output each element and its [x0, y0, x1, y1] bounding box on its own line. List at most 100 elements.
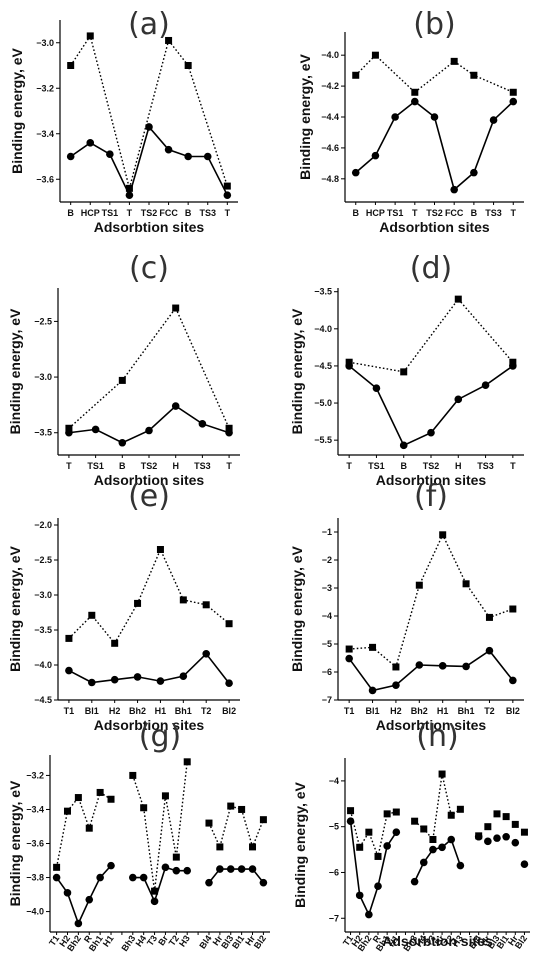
circle-marker	[368, 686, 377, 695]
y-tick-label: −6	[329, 867, 339, 877]
x-tick-label: T	[511, 208, 517, 218]
x-tick-label: Bh1	[175, 706, 192, 716]
series-2-line	[70, 141, 131, 196]
y-tick-label: −3.6	[26, 839, 44, 849]
square-marker	[369, 643, 377, 651]
x-tick-label: T2	[201, 706, 212, 716]
x-tick-label: TS3	[199, 208, 216, 218]
x-tick-label: T1	[47, 933, 61, 947]
square-marker	[511, 820, 519, 828]
series-1-line	[403, 298, 459, 373]
square-marker	[420, 825, 428, 833]
circle-marker	[128, 873, 137, 882]
y-tick-label: −4.0	[314, 324, 332, 334]
x-tick-label: TS3	[477, 461, 494, 471]
y-tick-label: −1	[322, 527, 332, 537]
square-marker	[53, 863, 61, 871]
circle-marker	[74, 919, 83, 928]
circle-marker	[462, 662, 470, 671]
circle-marker	[399, 441, 408, 450]
circle-marker	[485, 646, 494, 655]
circle-marker	[202, 650, 210, 658]
square-marker	[439, 531, 447, 539]
circle-marker	[411, 97, 419, 106]
square-marker	[411, 817, 419, 825]
circle-marker	[346, 817, 355, 825]
series-2-line	[128, 125, 229, 196]
x-axis-title: Adsorbtion sites	[382, 933, 493, 949]
circle-marker	[223, 191, 232, 199]
square-marker	[202, 601, 210, 609]
circle-marker	[392, 681, 400, 689]
x-tick-label: T	[226, 461, 232, 471]
circle-marker	[520, 860, 529, 869]
square-marker	[352, 71, 360, 79]
square-marker	[88, 611, 96, 619]
x-tick-label: TS1	[87, 461, 104, 471]
x-tick-label: H	[172, 461, 179, 471]
x-tick-label: TS2	[426, 208, 443, 218]
y-tick-label: −4.0	[321, 50, 339, 60]
square-marker	[509, 605, 517, 613]
square-marker	[392, 663, 400, 671]
x-tick-label: B	[471, 208, 478, 218]
circle-marker	[438, 843, 446, 852]
square-marker	[447, 811, 455, 819]
square-marker	[450, 57, 458, 65]
x-tick-label: T1	[341, 933, 355, 947]
x-tick-label: Bh2	[411, 706, 428, 716]
circle-marker	[225, 679, 233, 687]
y-tick-label: −3.2	[36, 83, 54, 93]
circle-marker	[65, 428, 73, 437]
square-marker	[365, 828, 373, 836]
circle-marker	[383, 842, 391, 850]
y-tick-label: −2.5	[34, 316, 52, 326]
y-tick-label: −4	[322, 611, 332, 621]
circle-marker	[391, 113, 399, 121]
circle-marker	[226, 865, 235, 873]
panel-letter: (b)	[413, 7, 455, 42]
x-tick-label: Bl2	[222, 706, 236, 716]
y-tick-label: −2.0	[34, 520, 52, 530]
square-marker	[225, 620, 233, 628]
x-tick-label: R	[82, 933, 94, 944]
circle-marker	[429, 845, 437, 854]
series-1-line	[457, 298, 514, 363]
circle-marker	[410, 877, 419, 886]
circle-marker	[493, 834, 501, 842]
circle-marker	[110, 675, 119, 684]
square-marker	[107, 795, 115, 803]
square-marker	[415, 581, 423, 589]
panel-letter: (c)	[129, 251, 169, 286]
circle-marker	[52, 873, 61, 882]
series-1-line	[175, 307, 230, 429]
square-marker	[216, 843, 224, 851]
square-marker	[67, 62, 75, 69]
square-marker	[374, 852, 382, 860]
x-tick-label: FCC	[159, 208, 178, 218]
x-tick-label: T2	[167, 933, 181, 947]
y-tick-label: −3.0	[36, 38, 54, 48]
y-axis-title: Binding energy, eV	[292, 781, 308, 907]
square-marker	[156, 546, 164, 553]
chart-panel-c: (c) −3.5 −3.0 −2.5 T TS1 B TS2 H TS3 T Adsorbtion s…	[7, 251, 240, 488]
circle-marker	[447, 835, 456, 844]
x-tick-label: H2	[390, 706, 402, 716]
circle-marker	[172, 866, 181, 875]
y-tick-label: −3.4	[36, 129, 54, 139]
chart-panel-a: (a)−3.6−3.4−3.2−3.0B HCP TS1 T TS2 FCC B TS3 TAd…	[9, 7, 238, 235]
square-marker	[462, 580, 470, 588]
series-1-line	[168, 40, 228, 187]
y-axis-title: Binding energy, eV	[289, 308, 305, 434]
x-tick-label: TS3	[485, 208, 502, 218]
square-marker	[96, 788, 104, 796]
circle-marker	[184, 152, 192, 161]
circle-marker	[484, 837, 492, 846]
square-marker	[223, 182, 231, 190]
x-tick-label: HCP	[366, 208, 385, 218]
circle-marker	[481, 381, 490, 390]
square-marker	[151, 887, 159, 895]
series-2-line	[349, 821, 397, 917]
circle-marker	[474, 832, 483, 841]
y-axis-title: Binding energy, eV	[9, 47, 25, 173]
